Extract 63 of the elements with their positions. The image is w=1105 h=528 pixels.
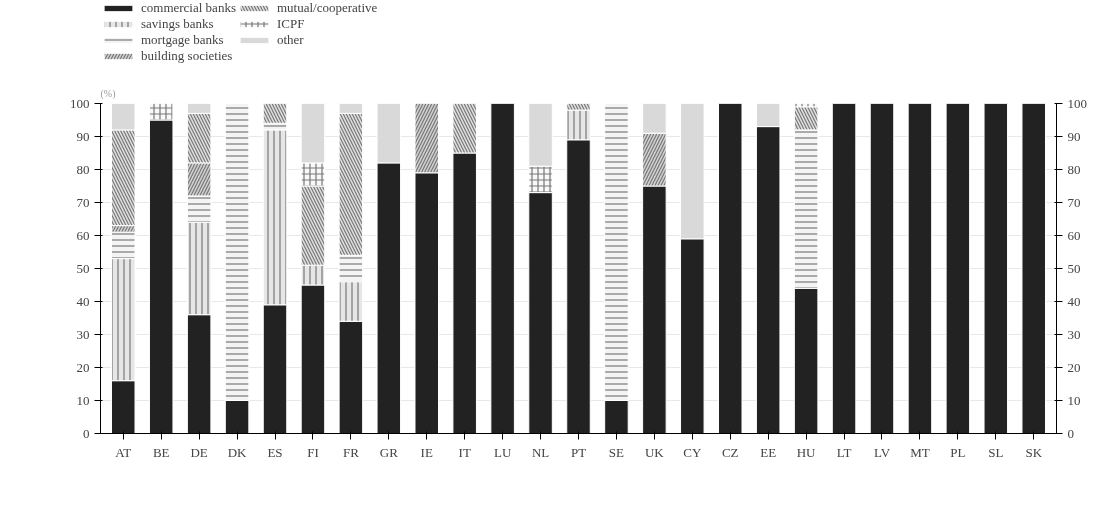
y2-tick-label: 10 — [1067, 392, 1081, 408]
x-tick-label: HU — [796, 444, 817, 460]
legend-label: other — [276, 32, 304, 48]
x-tick-label: CZ — [721, 444, 739, 460]
x-tick-label: CY — [683, 444, 702, 460]
x-tick-label: DE — [190, 444, 208, 460]
x-tick-label: ES — [267, 444, 283, 460]
legend-label: savings banks — [141, 16, 214, 32]
x-tick-label: AT — [115, 444, 132, 460]
bar — [490, 103, 515, 434]
x-tick-label: IT — [458, 444, 471, 460]
y2-tick-label: 40 — [1067, 293, 1081, 309]
y-tick-label: 70 — [76, 194, 90, 210]
y2-tick-label: 80 — [1067, 161, 1081, 177]
y2-tick-label: 70 — [1067, 194, 1081, 210]
x-tick-label: FI — [307, 444, 319, 460]
x-tick-label: PL — [950, 444, 966, 460]
y2-tick-label: 30 — [1067, 326, 1081, 342]
bar — [945, 103, 971, 434]
y-axis-title: (%) — [100, 87, 116, 100]
y-tick-label: 20 — [76, 359, 90, 375]
x-tick-label: NL — [531, 444, 550, 460]
y2-tick-label: 0 — [1067, 425, 1074, 441]
x-tick-label: UK — [644, 444, 665, 460]
x-tick-label: MT — [910, 444, 930, 460]
legend-label: building societies — [141, 48, 233, 64]
y-tick-label: 90 — [76, 128, 90, 144]
x-tick-label: IE — [420, 444, 433, 460]
y2-tick-label: 50 — [1067, 260, 1081, 276]
legend-label: ICPF — [276, 16, 305, 32]
y-tick-label: 100 — [70, 95, 90, 111]
y-tick-label: 60 — [76, 227, 90, 243]
legend-label: mutual/cooperative — [276, 0, 378, 16]
x-tick-label: PT — [570, 444, 587, 460]
x-tick-label: SE — [608, 444, 625, 460]
y2-tick-label: 100 — [1067, 95, 1087, 111]
bar — [907, 103, 933, 434]
bar — [983, 103, 1009, 434]
y2-tick-label: 60 — [1067, 227, 1081, 243]
bar — [717, 103, 743, 434]
x-tick-label: FR — [342, 444, 360, 460]
x-tick-label: LT — [836, 444, 852, 460]
x-tick-label: SK — [1025, 444, 1043, 460]
y-tick-label: 80 — [76, 161, 90, 177]
x-tick-label: BE — [152, 444, 170, 460]
y-tick-label: 30 — [76, 326, 90, 342]
x-tick-label: DK — [227, 444, 248, 460]
y-tick-label: 10 — [76, 392, 90, 408]
x-tick-label: GR — [379, 444, 399, 460]
y-tick-label: 40 — [76, 293, 90, 309]
y-tick-label: 0 — [83, 425, 90, 441]
y-tick-label: 50 — [76, 260, 90, 276]
y2-tick-label: 20 — [1067, 359, 1081, 375]
legend-label: commercial banks — [141, 0, 236, 16]
y2-tick-label: 90 — [1067, 128, 1081, 144]
x-tick-label: EE — [760, 444, 777, 460]
x-tick-label: SL — [988, 444, 1004, 460]
bar — [869, 103, 895, 434]
bar — [831, 103, 857, 434]
legend-label: mortgage banks — [141, 32, 224, 48]
x-tick-label: LU — [493, 444, 512, 460]
bar — [1021, 103, 1046, 434]
x-tick-label: LV — [873, 444, 891, 460]
